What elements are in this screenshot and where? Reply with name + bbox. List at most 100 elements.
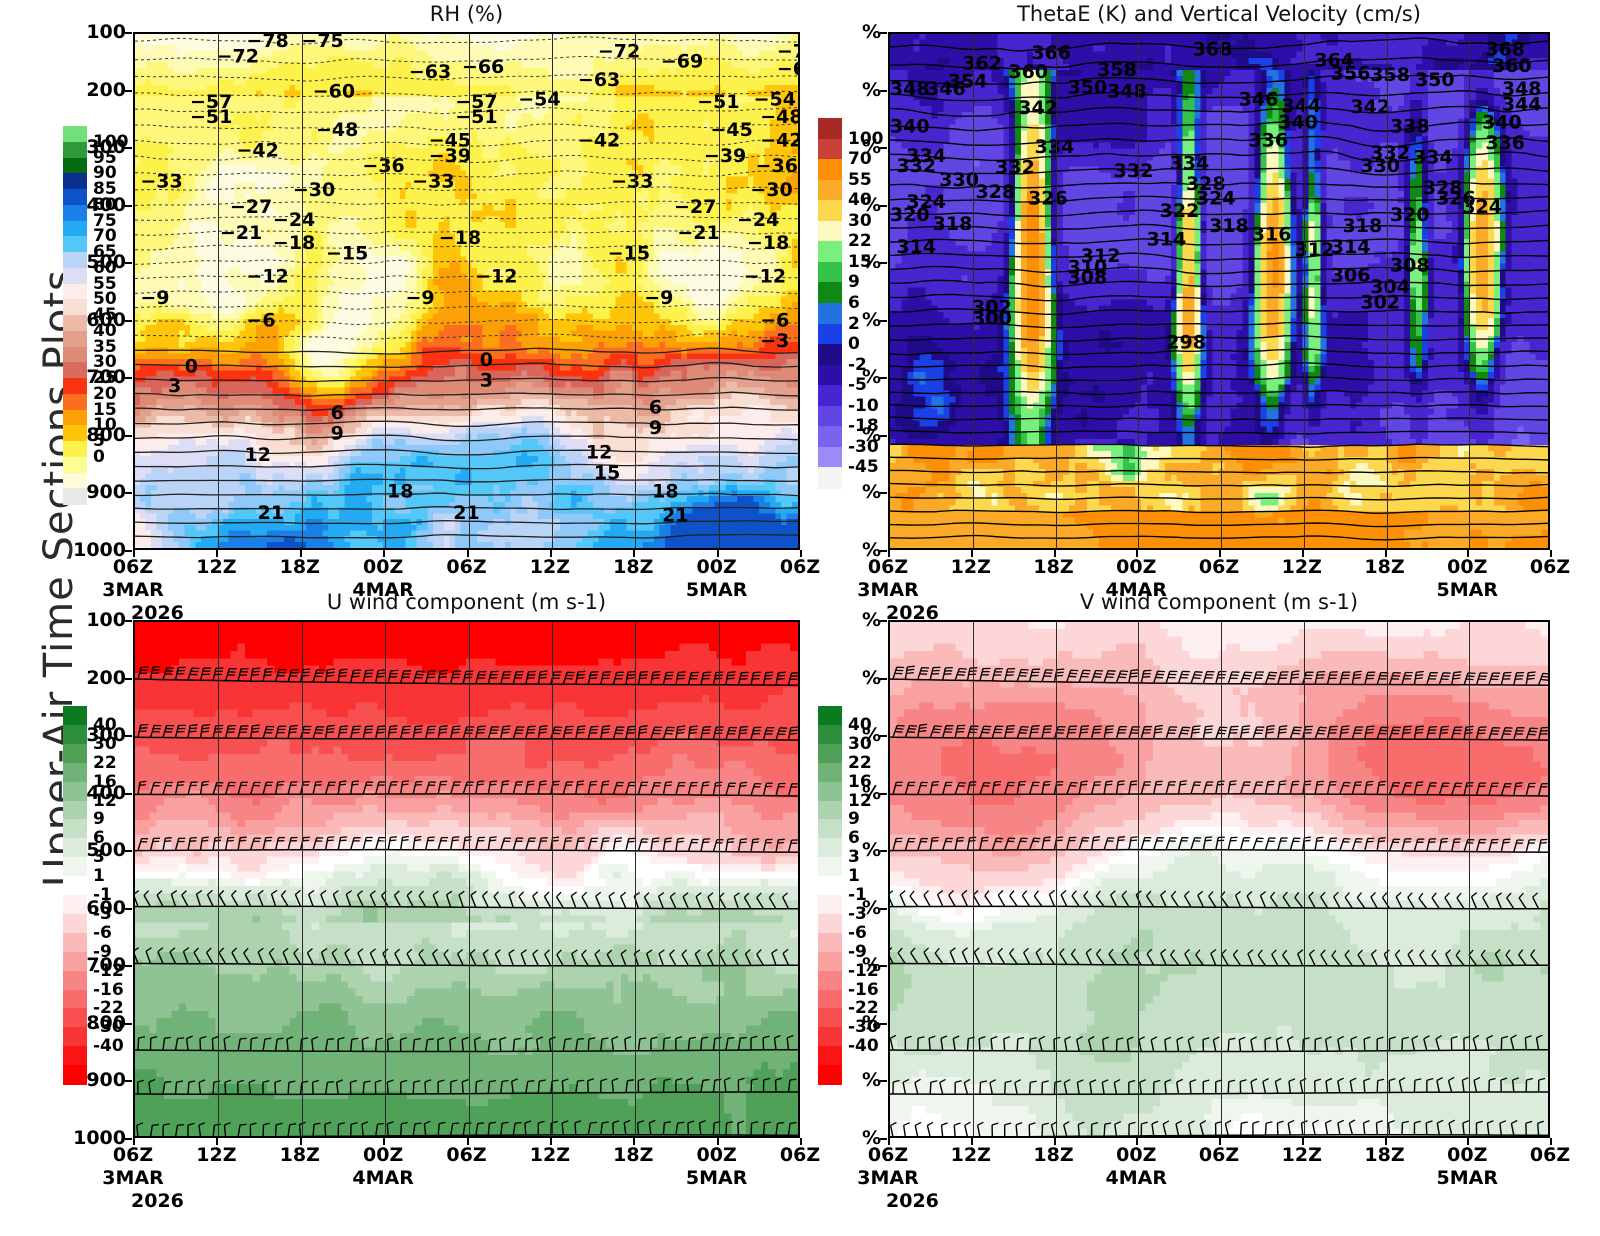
vwind-shading [890, 622, 1548, 1136]
rh-colorbar-label: 90 [93, 163, 117, 183]
pressure-axis-label: 1000 [73, 539, 126, 561]
plot-area-rh[interactable]: −78−72−75−63−66−72−69−72−66−57−51−60−48−… [133, 32, 800, 550]
x-tick [1301, 550, 1304, 557]
percent-axis-label: % [862, 251, 881, 273]
rh-shading: −78−72−75−63−66−72−69−72−66−57−51−60−48−… [135, 34, 798, 548]
uwind-colorbar-label: -22 [93, 998, 124, 1018]
pressure-axis-label: 600 [86, 309, 126, 331]
percent-axis-label: % [862, 724, 881, 746]
uwind-colorbar-swatch [63, 857, 87, 877]
x-tick [888, 550, 890, 557]
uwind-colorbar-swatch [63, 951, 87, 972]
date-axis-label: 4MAR [352, 579, 413, 601]
y-tick [125, 89, 132, 92]
y-tick [125, 792, 132, 795]
vwind-colorbar-label: 16 [848, 772, 872, 792]
rh-colorbar-swatch [63, 157, 87, 174]
vwind-colorbar-label: 30 [848, 734, 872, 754]
rh-colorbar-swatch [63, 472, 87, 489]
x-tick [1053, 550, 1056, 557]
x-tick [1053, 1138, 1056, 1145]
vwind-colorbar-label: 9 [848, 809, 860, 829]
uwind-colorbar-label: 9 [93, 809, 105, 829]
x-tick [1467, 550, 1470, 557]
rh-colorbar-swatch [63, 220, 87, 237]
panel-rh-title: RH (%) [133, 2, 800, 26]
time-axis-label: 06Z [868, 1144, 908, 1166]
wind-barbs [890, 665, 1548, 1136]
pressure-axis-label: 300 [86, 136, 126, 158]
y-tick [880, 1022, 887, 1025]
y-tick [125, 204, 132, 207]
uwind-colorbar-swatch [63, 1065, 87, 1085]
y-tick [880, 262, 887, 265]
vwind-colorbar-swatch [818, 895, 842, 915]
y-tick [880, 850, 887, 853]
x-tick [299, 550, 302, 557]
panel-vwind-title: V wind component (m s-1) [888, 590, 1550, 614]
thetae-colorbar-swatch [818, 303, 842, 325]
vwind-colorbar-swatch [818, 970, 842, 991]
time-axis-label: 12Z [1282, 1144, 1322, 1166]
panel-uwind-title: U wind component (m s-1) [133, 590, 800, 614]
x-tick [216, 1138, 219, 1145]
y-tick [125, 907, 132, 910]
plot-area-thetae[interactable]: 362 366 368 368 360 354 358 364 360 348 346 350 348 3… [888, 32, 1550, 550]
pressure-axis-label: 700 [86, 954, 126, 976]
thetae-colorbar-label: -45 [848, 457, 879, 477]
vertical-gridline [301, 34, 303, 548]
rh-colorbar-label: 10 [93, 415, 117, 435]
year-axis-label: 2026 [131, 602, 184, 624]
vertical-gridline [718, 34, 720, 548]
pressure-axis-label: 800 [86, 1012, 126, 1034]
percent-axis-label: % [862, 1012, 881, 1034]
y-tick [880, 377, 887, 380]
vwind-colorbar-swatch [818, 762, 842, 783]
thetae-colorbar-swatch [818, 241, 842, 263]
y-tick [880, 204, 887, 207]
vertical-gridline [1138, 34, 1140, 548]
thetae-colorbar-label: 15 [848, 252, 872, 272]
panel-uwind: U wind component (m s-1) 100 200 300 400 500… [73, 590, 820, 1212]
vwind-colorbar-label: 22 [848, 753, 872, 773]
y-tick [125, 965, 132, 968]
thetae-colorbar-swatch [818, 282, 842, 304]
pressure-axis-label: 100 [86, 21, 126, 43]
uwind-colorbar-label: -6 [93, 923, 112, 943]
pressure-axis-label: 800 [86, 424, 126, 446]
time-axis-label: 12Z [196, 1144, 236, 1166]
rh-colorbar-label: 95 [93, 148, 117, 168]
thetae-colorbar-label: 0 [848, 334, 860, 354]
uwind-colorbar-swatch [63, 781, 87, 802]
y-tick [125, 735, 132, 738]
thetae-colorbar-swatch [818, 159, 842, 181]
pressure-axis-label: 500 [86, 839, 126, 861]
uwind-colorbar-swatch [63, 838, 87, 858]
thetae-colorbar-label: 40 [848, 190, 872, 210]
vwind-colorbar-label: -9 [848, 942, 867, 962]
x-tick [970, 550, 973, 557]
y-tick [125, 1022, 132, 1025]
uwind-colorbar-label: 40 [93, 715, 117, 735]
percent-axis-label: % [862, 609, 881, 631]
rh-colorbar-label: 20 [93, 384, 117, 404]
date-axis-label: 4MAR [1106, 1167, 1167, 1189]
uwind-colorbar-swatch [63, 762, 87, 783]
vertical-gridline [551, 622, 553, 1136]
y-tick [125, 434, 132, 437]
uwind-colorbar-swatch [63, 932, 87, 953]
rh-colorbar-swatch [63, 330, 87, 348]
uwind-colorbar-swatch [63, 706, 87, 726]
x-tick [1219, 550, 1221, 557]
rh-colorbar-label: 80 [93, 195, 117, 215]
percent-axis-label: % [862, 667, 881, 689]
plot-area-uwind[interactable] [133, 620, 800, 1138]
plot-area-vwind[interactable] [888, 620, 1550, 1138]
year-axis-label: 2026 [131, 1190, 184, 1212]
rh-colorbar-label: 60 [93, 258, 117, 278]
x-tick [888, 1138, 890, 1145]
time-axis-label: 00Z [1116, 556, 1156, 578]
time-axis-label: 18Z [1364, 1144, 1404, 1166]
vwind-colorbar-label: -3 [848, 904, 867, 924]
